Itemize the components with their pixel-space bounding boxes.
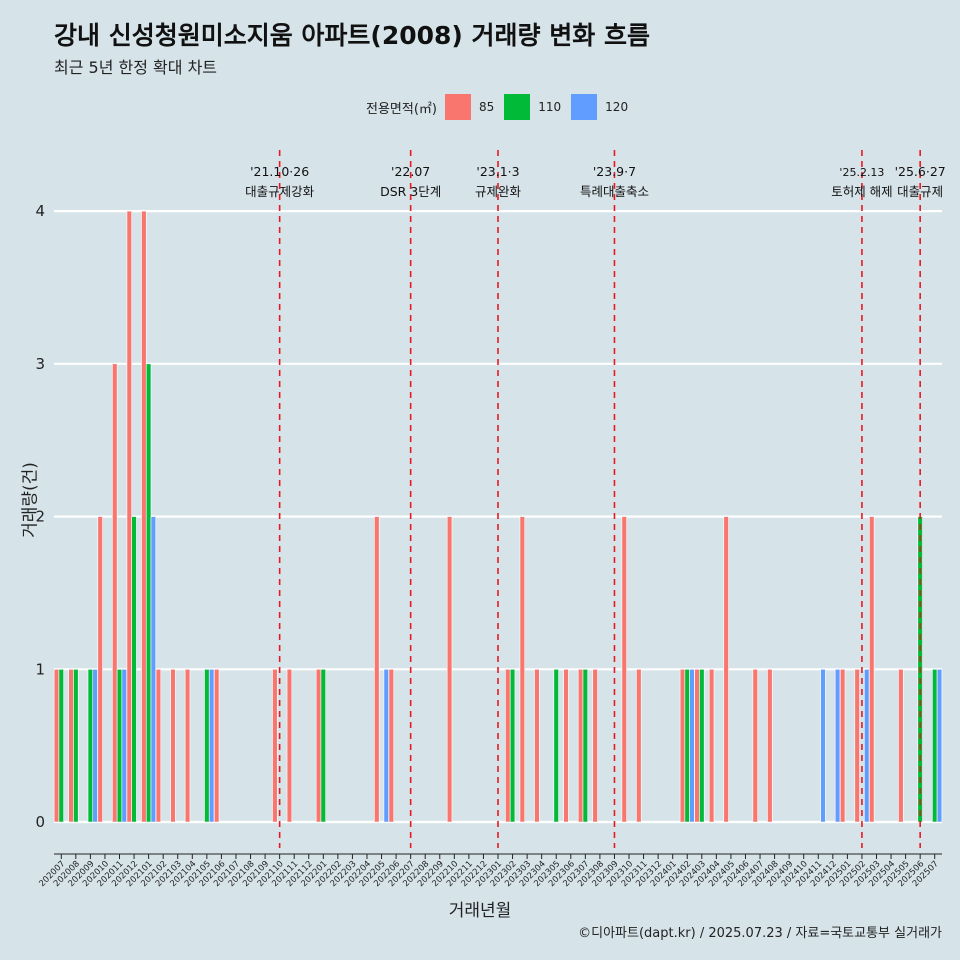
bar-120-202101 [150, 516, 157, 823]
bar-85-202111 [286, 668, 293, 823]
bar-110-202101 [145, 363, 152, 823]
annotation-date-202301: '23.1·3 [476, 164, 519, 179]
annotation-date-202309: '23.9·7 [593, 164, 636, 179]
annotation-date-202207: '22.07 [391, 164, 430, 179]
bar-85-202010 [97, 516, 103, 823]
y-tick-label-3: 3 [35, 355, 45, 373]
x-axis-label: 거래년월 [448, 901, 512, 921]
bar-110-202403 [699, 668, 705, 823]
bar-85-202501 [839, 668, 846, 823]
bar-85-202206 [388, 668, 395, 823]
bar-110-202011 [116, 668, 123, 823]
legend-title: 전용면적(㎡) [366, 101, 437, 117]
bar-85-202110 [272, 668, 278, 823]
bar-85-202210 [446, 516, 453, 823]
bar-120-202205 [383, 668, 389, 823]
bar-110-202305 [553, 668, 559, 823]
bar-85-202502 [854, 668, 860, 823]
bar-110-202008 [73, 668, 79, 823]
legend: 전용면적(㎡) 85 110 120 [366, 93, 638, 121]
legend-item-120: 120 [571, 94, 628, 120]
bar-85-202103 [170, 668, 176, 823]
bar-120-202412 [834, 668, 841, 823]
y-tick-label-1: 1 [35, 660, 45, 678]
bar-85-202106 [213, 668, 220, 823]
bar-110-202201 [320, 668, 326, 823]
legend-swatch-110 [504, 94, 531, 120]
annotation-label-202301: 규제완화 [475, 184, 522, 199]
legend-item-85: 85 [444, 94, 495, 120]
y-tick-label-2: 2 [35, 508, 45, 526]
bar-85-202408 [767, 668, 773, 823]
bar-110-202507 [932, 668, 938, 823]
bar-120-202502 [864, 668, 870, 823]
bar-85-202403 [694, 668, 700, 823]
bar-85-202012 [126, 210, 132, 823]
bar-85-202302 [505, 668, 511, 823]
annotation-label-202207: DSR 3단계 [380, 184, 441, 199]
bar-85-202205 [374, 516, 380, 823]
bar-85-202008 [68, 668, 74, 823]
source-caption: ©디아파트(dapt.kr) / 2025.07.23 / 자료=국토교통부 실… [578, 926, 942, 941]
bar-85-202407 [752, 668, 758, 823]
bar-85-202311 [636, 668, 642, 823]
bar-110-202402 [684, 668, 690, 823]
bar-110-202307 [582, 668, 589, 823]
annotation-label-202506: 대출규제 [897, 184, 943, 199]
bar-85-202007 [53, 668, 60, 823]
bar-120-202009 [92, 668, 98, 823]
annotation-label-202309: 특례대출축소 [580, 184, 649, 199]
annotation-label-202110: 대출규제강화 [245, 184, 315, 199]
bar-110-202012 [131, 516, 137, 823]
bar-85-202011 [112, 363, 118, 823]
annotation-date-202506: '25.6·27 [895, 164, 946, 179]
bar-85-202503 [869, 516, 875, 823]
chart-subtitle: 최근 5년 한정 확대 차트 [54, 58, 218, 77]
bar-85-202101 [141, 210, 147, 823]
bar-110-202302 [509, 668, 516, 823]
legend-label-120: 120 [605, 100, 629, 114]
bar-85-202307 [577, 668, 584, 823]
annotation-date-202110: '21.10·26 [250, 164, 309, 179]
bar-110-202105 [204, 668, 210, 823]
bar-120-202402 [689, 668, 695, 823]
legend-swatch-85 [444, 94, 471, 120]
bar-110-202007 [58, 668, 64, 823]
bar-85-202306 [563, 668, 569, 823]
bar-110-202009 [87, 668, 94, 823]
bar-85-202405 [723, 516, 729, 823]
legend-label-110: 110 [538, 100, 562, 114]
bar-85-202303 [519, 516, 526, 823]
legend-swatch-120 [571, 94, 598, 120]
bar-120-202507 [936, 668, 943, 823]
chart-title: 강내 신성청원미소지움 아파트(2008) 거래량 변화 흐름 [54, 21, 650, 50]
bar-85-202308 [592, 668, 598, 823]
bar-120-202105 [208, 668, 215, 823]
annotation-date-202502: '25.2.13 [839, 166, 884, 179]
annotation-label-202502: 토허제 해제 [831, 184, 892, 199]
y-tick-label-0: 0 [35, 813, 45, 831]
bar-85-202404 [708, 668, 715, 823]
legend-label-85: 85 [478, 100, 495, 114]
y-axis-label: 거래량(건) [20, 462, 41, 538]
legend-item-110: 110 [504, 94, 561, 120]
bar-85-202310 [621, 516, 627, 823]
bar-85-202104 [184, 668, 191, 823]
bar-85-202402 [679, 668, 686, 823]
y-tick-label-4: 4 [35, 202, 45, 220]
bar-85-202304 [534, 668, 540, 823]
bar-120-202011 [121, 668, 127, 823]
bar-85-202505 [898, 668, 904, 823]
bar-85-202201 [315, 668, 322, 823]
bar-85-202102 [155, 668, 162, 823]
bar-120-202411 [820, 668, 826, 823]
